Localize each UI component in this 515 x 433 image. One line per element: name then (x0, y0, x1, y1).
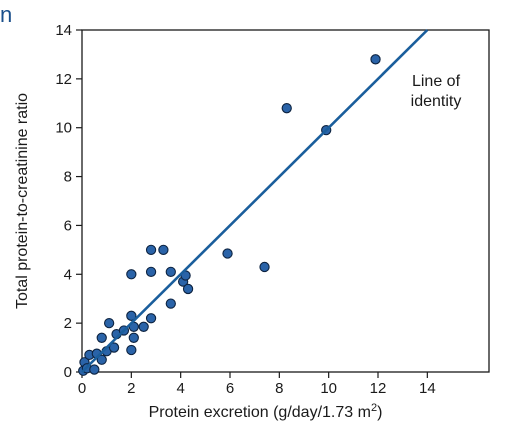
data-point (103, 317, 115, 329)
x-tick-label: 6 (226, 380, 234, 397)
data-point (128, 332, 139, 343)
axes (81, 29, 490, 373)
y-tick-label: 0 (64, 364, 72, 381)
line-label-line1: Line of (412, 73, 461, 90)
y-tick-label: 14 (55, 22, 72, 39)
y-axis-title: Total protein-to-creatinine ratio (14, 93, 31, 309)
x-tick-label: 8 (275, 380, 283, 397)
data-point (138, 321, 149, 332)
data-point (182, 283, 194, 295)
y-tick-label: 10 (55, 120, 72, 137)
data-point (145, 313, 157, 324)
y-tick-label: 12 (55, 71, 72, 88)
data-point (126, 310, 137, 321)
line-label-line2: identity (411, 93, 462, 110)
data-point (126, 269, 137, 280)
identity-line-group (81, 29, 429, 373)
data-point (222, 248, 233, 259)
data-point (96, 354, 107, 365)
data-point (259, 261, 270, 273)
data-point (145, 244, 157, 256)
x-tick-label: 12 (370, 380, 387, 397)
x-tick-label: 10 (320, 380, 337, 397)
x-tick-label: 4 (176, 380, 184, 397)
data-point (158, 244, 169, 256)
data-point (145, 266, 157, 277)
y-tick-label: 8 (64, 169, 72, 186)
axis-ticks: 0 2 4 6 8 10 12 14 0 2 4 6 8 10 12 14 (55, 22, 435, 397)
data-point (108, 342, 120, 353)
data-point (126, 344, 137, 356)
identity-line (81, 29, 429, 373)
corner-text: n (0, 2, 13, 27)
data-point (370, 54, 381, 65)
data-point (165, 298, 176, 309)
y-tick-label: 6 (64, 217, 72, 234)
x-tick-label: 0 (78, 380, 86, 397)
data-points (78, 54, 381, 376)
y-tick-label: 2 (64, 315, 72, 332)
x-axis-title: Protein excretion (g/day/1.73 m2) (149, 402, 383, 421)
data-point (165, 266, 176, 277)
plot-frame (81, 29, 490, 373)
x-tick-label: 2 (127, 380, 135, 397)
y-tick-label: 4 (64, 266, 72, 283)
data-point (281, 103, 292, 114)
data-point (89, 364, 100, 375)
data-point (96, 332, 107, 343)
x-tick-label: 14 (419, 380, 436, 397)
